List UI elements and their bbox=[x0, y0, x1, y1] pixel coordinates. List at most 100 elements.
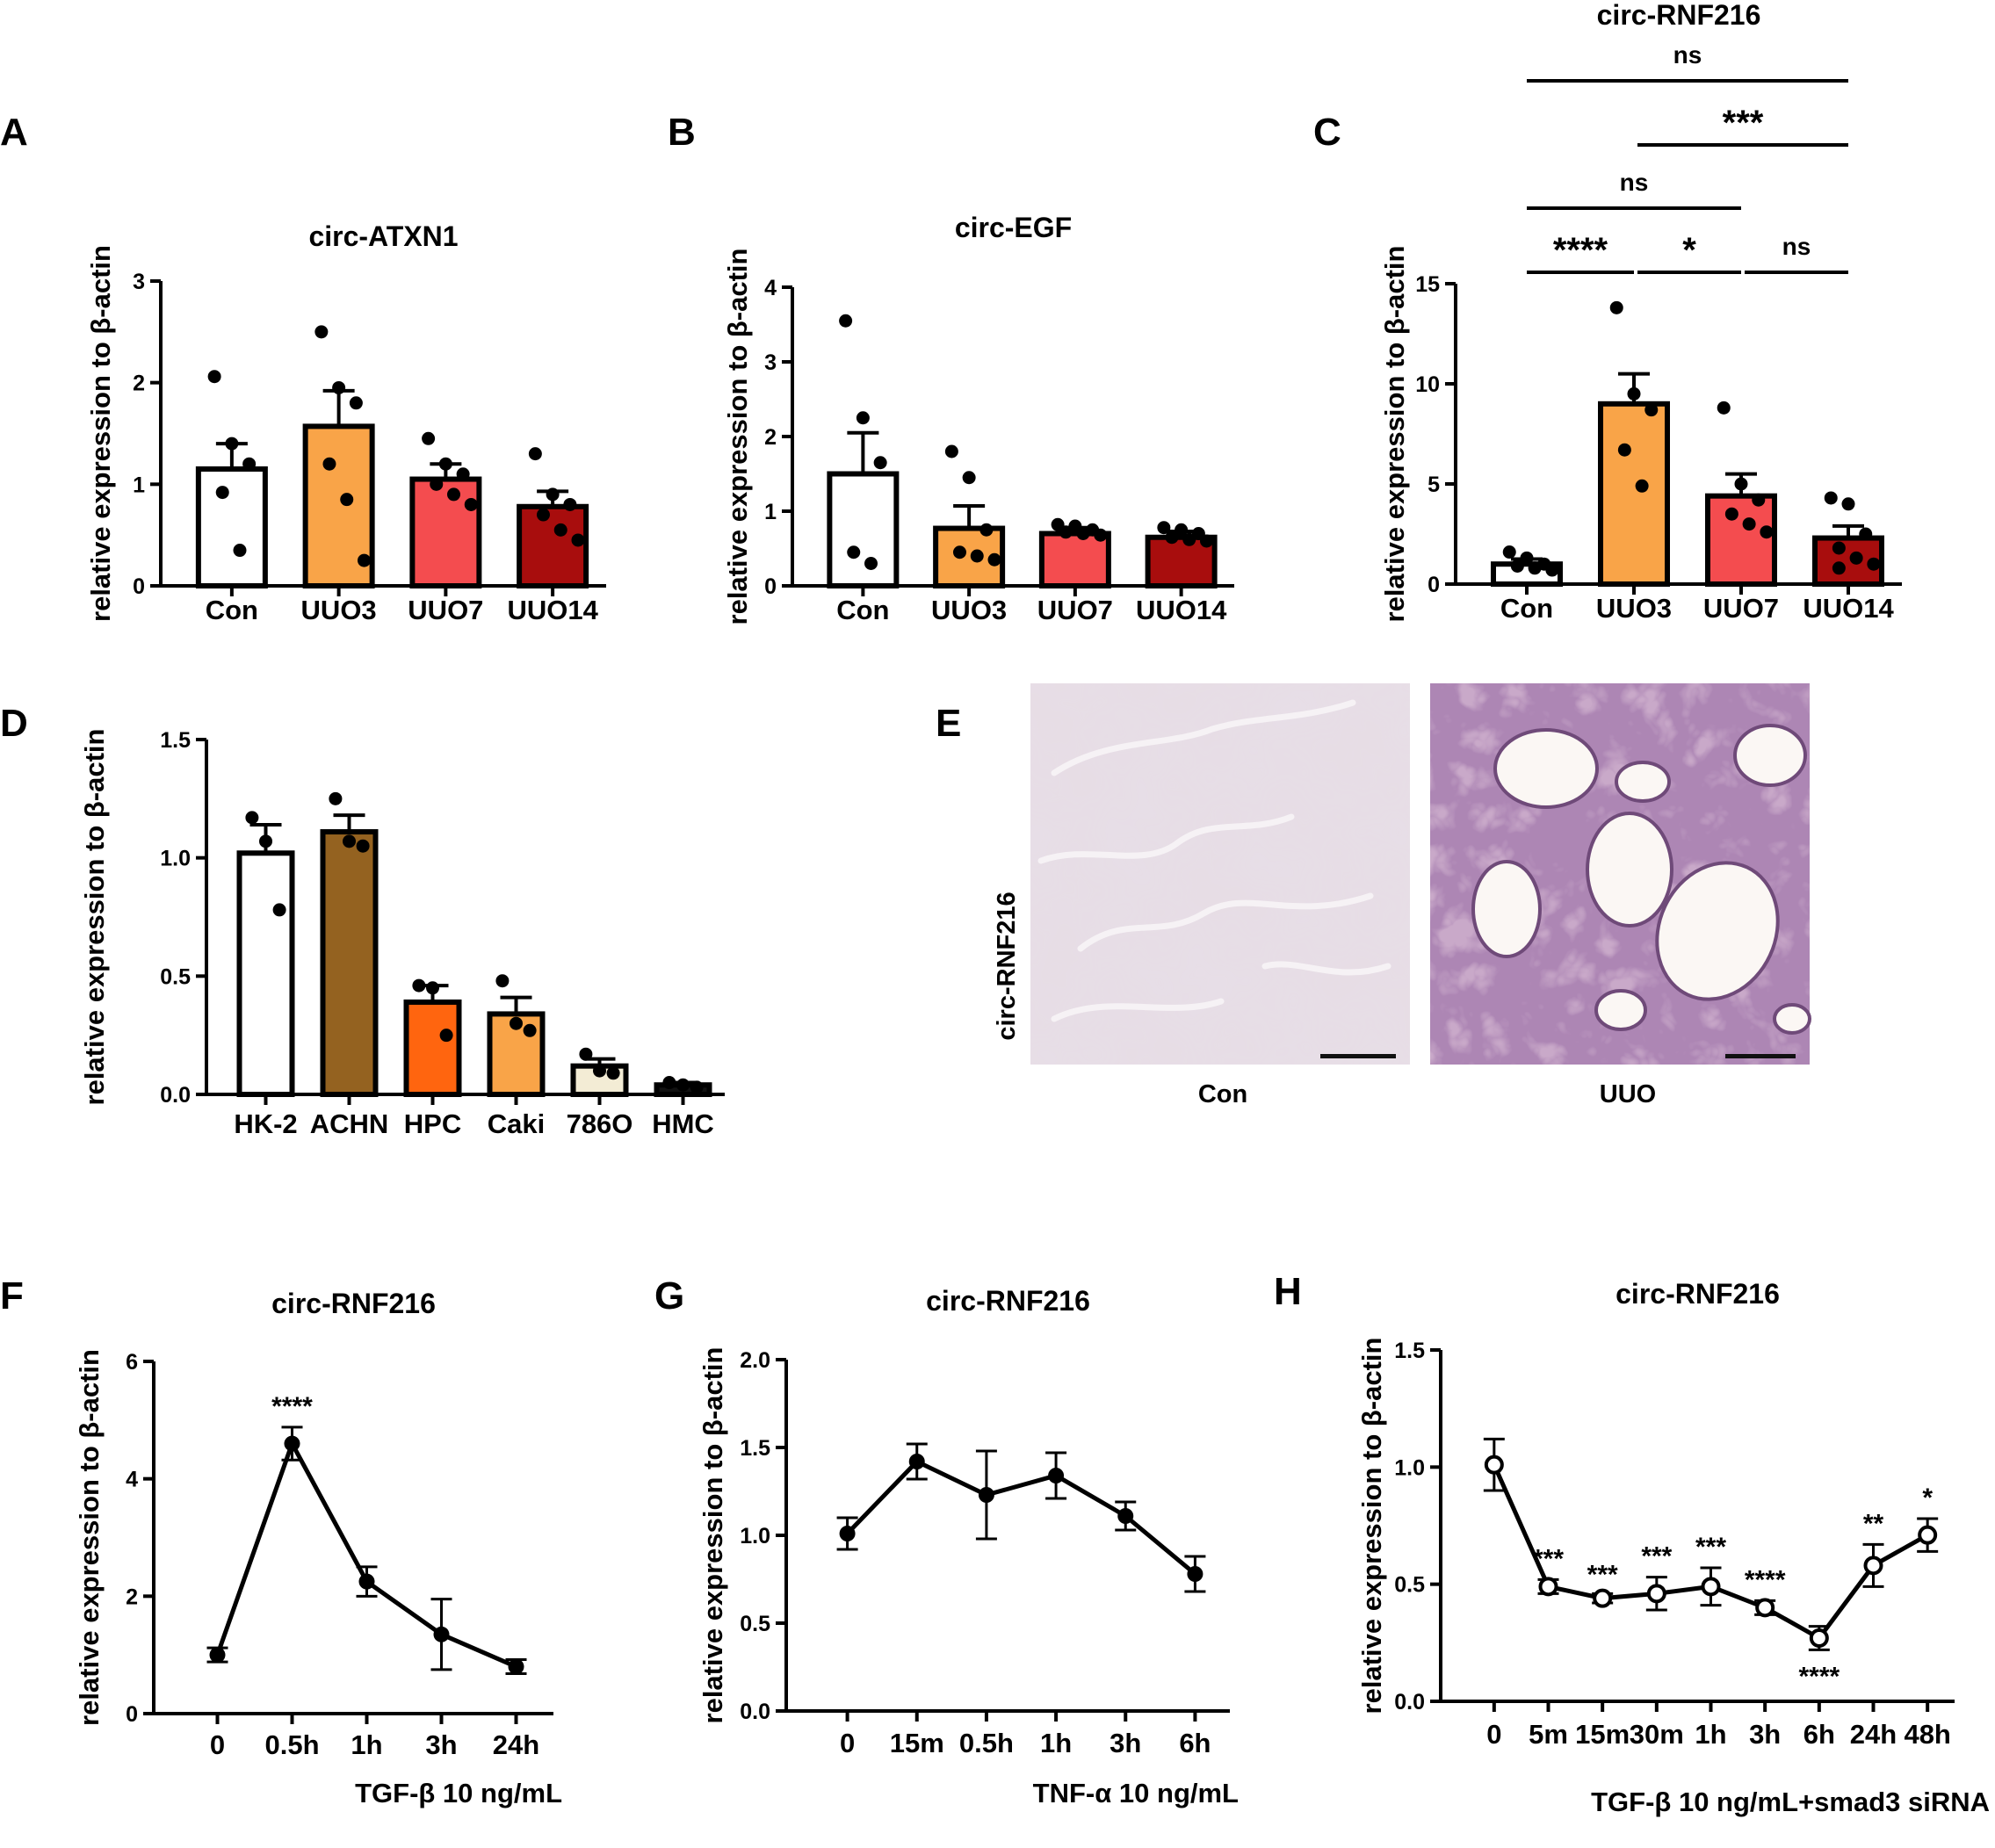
chart-g-y-tick-label: 1.5 bbox=[740, 1436, 770, 1461]
chart-h-category-label: 6h bbox=[1803, 1719, 1835, 1750]
micrograph-con-label: Con bbox=[1198, 1080, 1247, 1108]
chart-b-data-point bbox=[1059, 525, 1073, 539]
micrograph-uuo bbox=[1430, 683, 1811, 1065]
chart-d-data-point bbox=[426, 981, 439, 995]
chart-g-category-label: 6h bbox=[1179, 1728, 1211, 1758]
chart-c-significance-label: ns bbox=[1782, 233, 1811, 260]
chart-f-data-point bbox=[508, 1658, 524, 1675]
chart-c-y-tick-label: 15 bbox=[1415, 272, 1440, 297]
chart-d-data-point bbox=[343, 834, 356, 848]
chart-h-significance-label: *** bbox=[1641, 1542, 1672, 1571]
chart-f-category-label: 1h bbox=[351, 1729, 382, 1760]
chart-a-data-point bbox=[456, 467, 470, 481]
chart-d-data-point bbox=[495, 974, 510, 988]
chart-d-data-point bbox=[412, 978, 426, 993]
chart-c-data-point bbox=[1824, 491, 1838, 505]
chart-d-cell-lines: 0.0 0.5 1.0 1.5 relative expression to β-act… bbox=[79, 728, 725, 1139]
chart-g-data-point bbox=[839, 1526, 856, 1541]
chart-h-data-point bbox=[1809, 1628, 1829, 1648]
chart-b-category-label: UUO3 bbox=[931, 595, 1007, 625]
chart-c-data-point bbox=[1617, 443, 1631, 457]
chart-d-y-axis-label: relative expression to β-actin bbox=[79, 729, 110, 1106]
chart-g-y-tick-label: 2.0 bbox=[740, 1348, 770, 1373]
chart-b-data-point bbox=[952, 545, 966, 559]
chart-f-y-tick-label: 0 bbox=[126, 1702, 138, 1727]
chart-f-data-point bbox=[433, 1626, 450, 1642]
chart-g-y-tick-label: 0.5 bbox=[740, 1612, 770, 1636]
chart-g-series-line bbox=[845, 1458, 1197, 1576]
chart-d-y-tick-label: 0.5 bbox=[160, 964, 191, 989]
chart-b-data-point bbox=[1094, 528, 1108, 542]
chart-c-data-point bbox=[1644, 403, 1659, 417]
chart-d-bar-hpc bbox=[403, 999, 462, 1097]
chart-g-y-tick-label: 0.0 bbox=[740, 1700, 770, 1724]
chart-a-data-point bbox=[233, 544, 247, 558]
chart-a-category-label: Con bbox=[206, 595, 258, 625]
chart-d-data-point bbox=[523, 1023, 537, 1037]
chart-c-data-point bbox=[1849, 551, 1863, 565]
chart-c-data-point bbox=[1635, 479, 1649, 493]
chart-b-category-label: UUO7 bbox=[1037, 595, 1113, 625]
chart-a-data-point bbox=[563, 497, 577, 511]
chart-g-title: circ-RNF216 bbox=[926, 1285, 1090, 1317]
chart-f-series-line bbox=[215, 1438, 517, 1669]
chart-h-category-label: 15m bbox=[1575, 1719, 1630, 1750]
scale-bar-uuo bbox=[1725, 1054, 1796, 1058]
chart-d-category-label: HPC bbox=[404, 1108, 461, 1139]
panel-letter-c: C bbox=[1313, 111, 1341, 154]
chart-b-data-point bbox=[1157, 521, 1171, 535]
chart-a-data-point bbox=[225, 437, 239, 451]
chart-d-data-point bbox=[593, 1064, 606, 1078]
chart-c-category-label: UUO14 bbox=[1803, 593, 1894, 624]
chart-a-data-point bbox=[322, 457, 336, 471]
chart-f-y-axis-label: relative expression to β-actin bbox=[74, 1349, 105, 1726]
chart-h-significance-label: * bbox=[1922, 1483, 1933, 1512]
chart-d-category-label: HMC bbox=[652, 1108, 714, 1139]
chart-h-y-tick-label: 0.0 bbox=[1394, 1690, 1425, 1714]
chart-c-data-point bbox=[1760, 525, 1774, 539]
chart-a-data-point bbox=[571, 533, 585, 547]
chart-a-title: circ-ATXN1 bbox=[308, 220, 458, 252]
chart-a-data-point bbox=[340, 493, 354, 507]
micrograph-row-label: circ-RNF216 bbox=[993, 892, 1021, 1040]
chart-a-data-point bbox=[536, 508, 550, 522]
chart-a-data-point bbox=[446, 487, 460, 502]
chart-h-significance-label: *** bbox=[1695, 1533, 1726, 1562]
chart-g-data-point bbox=[978, 1487, 994, 1503]
chart-c-data-point bbox=[1867, 557, 1881, 571]
chart-c-y-tick-label: 0 bbox=[1428, 573, 1440, 597]
chart-b-data-point bbox=[979, 523, 994, 537]
panel-letter-b: B bbox=[668, 111, 696, 154]
chart-h-y-tick-label: 0.5 bbox=[1394, 1573, 1425, 1598]
chart-g-x-axis-label: TNF-α 10 ng/mL bbox=[1033, 1778, 1239, 1808]
chart-d-category-label: ACHN bbox=[310, 1108, 389, 1139]
chart-b-data-point bbox=[864, 557, 878, 570]
chart-d-data-point bbox=[356, 839, 370, 853]
chart-d-y-tick-label: 1.5 bbox=[160, 728, 191, 753]
chart-c-significance-label: ns bbox=[1673, 41, 1702, 69]
chart-c-data-point bbox=[1627, 386, 1641, 401]
chart-c-significance-label: * bbox=[1682, 231, 1696, 270]
chart-b-data-point bbox=[856, 411, 870, 425]
chart-c-data-point bbox=[1752, 493, 1766, 507]
chart-h-title: circ-RNF216 bbox=[1616, 1278, 1780, 1310]
chart-h-category-label: 3h bbox=[1749, 1719, 1781, 1750]
chart-d-data-point bbox=[272, 903, 286, 917]
chart-a-data-point bbox=[422, 431, 436, 445]
chart-c-data-point bbox=[1545, 563, 1559, 577]
chart-a-category-label: UUO14 bbox=[507, 595, 598, 625]
chart-a-category-label: UUO3 bbox=[301, 595, 377, 625]
chart-a-data-point bbox=[215, 486, 229, 500]
chart-a-bar-uuo14 bbox=[517, 503, 589, 589]
chart-h-category-label: 48h bbox=[1904, 1719, 1950, 1750]
chart-b-y-axis-label: relative expression to β-actin bbox=[722, 249, 753, 625]
chart-f-category-label: 3h bbox=[425, 1729, 457, 1760]
chart-b-category-label: Con bbox=[836, 595, 889, 625]
chart-c-category-label: UUO7 bbox=[1703, 593, 1779, 624]
chart-a-data-point bbox=[438, 457, 452, 471]
chart-f-category-label: 0 bbox=[210, 1729, 225, 1760]
chart-a-data-point bbox=[546, 487, 560, 502]
chart-c-y-axis-label: relative expression to β-actin bbox=[1379, 246, 1410, 623]
chart-b-data-point bbox=[944, 444, 958, 458]
